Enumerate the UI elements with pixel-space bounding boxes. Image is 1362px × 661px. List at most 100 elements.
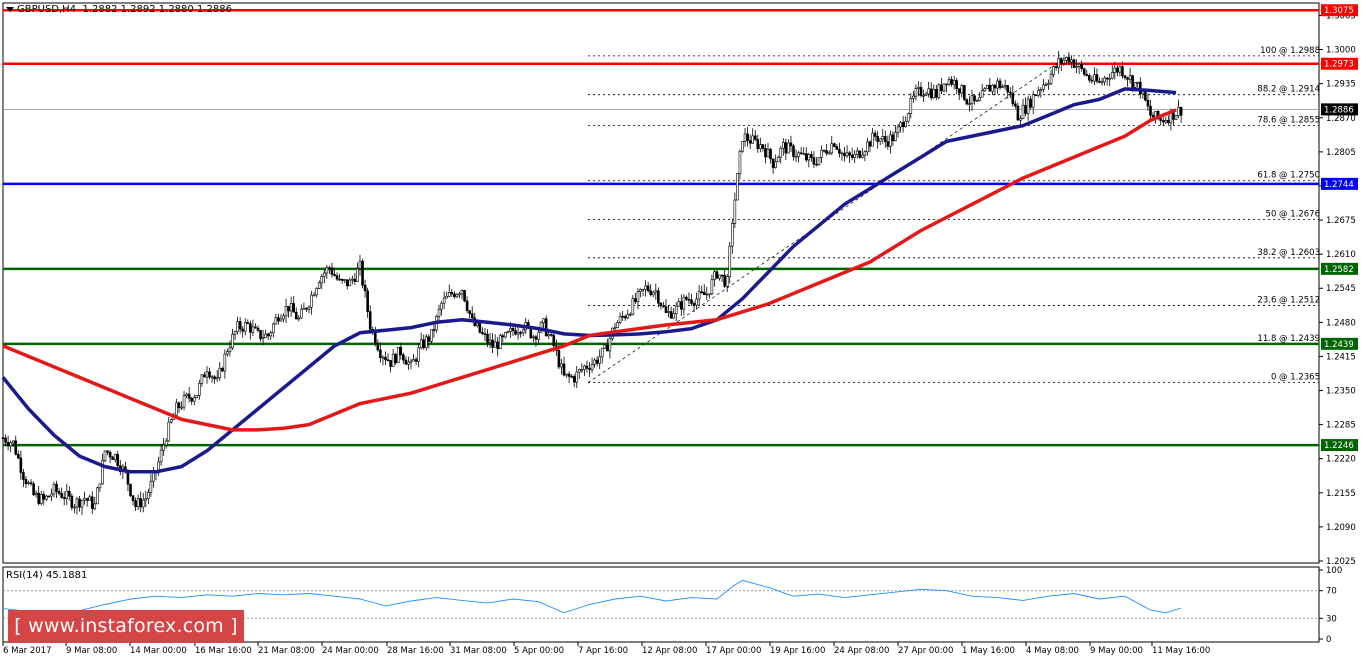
candle-body [547, 334, 551, 337]
collapse-triangle-icon[interactable] [6, 6, 14, 12]
candle-body [322, 272, 326, 277]
candle-body [636, 291, 640, 302]
candle-body [891, 134, 895, 142]
candle-body [723, 274, 726, 287]
candle-body [766, 148, 770, 158]
candle-body [845, 152, 849, 157]
candle-body [442, 297, 446, 304]
candle-body [9, 442, 12, 447]
y-tick-label: 1.2675 [1326, 216, 1356, 226]
candle-body [756, 139, 760, 149]
candle-body [358, 260, 362, 269]
candle-body [1159, 118, 1162, 121]
candle-body [812, 157, 816, 165]
candle-body [427, 336, 431, 342]
candle-body [404, 359, 408, 365]
candle-body [241, 328, 244, 332]
candle-body [302, 307, 306, 310]
candle-body [830, 143, 834, 154]
candle-body [310, 294, 313, 308]
candle-body [544, 318, 548, 337]
chart-header: GBPUSD,H4 1.2882 1.2892 1.2880 1.2886 [6, 4, 232, 15]
candle-body [787, 142, 790, 154]
candle-body [159, 449, 163, 463]
candle-body [855, 150, 859, 155]
candle-body [351, 278, 354, 281]
x-tick-label: 14 Mar 00:00 [130, 646, 187, 656]
candle-body [264, 333, 267, 338]
candle-body [424, 336, 428, 348]
candle-body [394, 353, 398, 364]
candle-body [942, 83, 946, 92]
candle-body [47, 495, 51, 498]
candle-body [1161, 120, 1165, 123]
candle-body [144, 498, 148, 501]
level-price-label: 1.2582 [1324, 265, 1354, 275]
candle-body [991, 84, 994, 92]
candle-body [978, 96, 981, 101]
candle-body [45, 495, 48, 500]
candle-body [866, 141, 869, 153]
candle-body [65, 490, 69, 499]
candle-body [447, 292, 451, 297]
candle-body [646, 285, 650, 292]
candle-body [600, 347, 604, 358]
candle-body [565, 373, 568, 376]
candle-body [878, 138, 882, 142]
candle-body [218, 367, 222, 378]
candle-body [271, 323, 275, 334]
candle-body [506, 331, 510, 333]
rsi-tick-label: 100 [1326, 566, 1342, 576]
candle-body [697, 291, 701, 300]
candle-body [957, 88, 961, 94]
candle-body [985, 84, 989, 89]
candle-body [708, 293, 711, 296]
candle-body [955, 80, 959, 90]
candle-body [720, 274, 724, 277]
candle-body [1105, 77, 1109, 80]
candle-body [1093, 74, 1096, 82]
candle-body [608, 338, 612, 352]
candle-body [934, 89, 938, 98]
candle-body [577, 369, 581, 373]
candle-body [677, 301, 681, 307]
candle-body [998, 80, 1002, 88]
candle-body [807, 154, 811, 161]
candle-body [649, 290, 653, 296]
candle-body [1110, 72, 1114, 79]
candle-body [78, 498, 81, 508]
candle-body [664, 306, 668, 313]
candle-body [75, 498, 79, 508]
candle-body [101, 459, 104, 485]
candle-body [180, 406, 183, 409]
candle-body [751, 135, 755, 144]
candle-body [993, 84, 997, 89]
y-tick-label: 1.2155 [1326, 489, 1356, 499]
candle-body [759, 144, 762, 149]
candle-body [475, 323, 479, 326]
x-tick-label: 4 May 08:00 [1026, 646, 1079, 656]
candle-body [437, 308, 441, 317]
candle-body [917, 86, 920, 89]
candle-body [567, 373, 571, 377]
x-tick-label: 17 Apr 00:00 [706, 646, 761, 656]
candle-body [858, 150, 862, 158]
candle-body [909, 97, 913, 114]
candle-body [639, 289, 642, 292]
candle-body [838, 149, 841, 154]
candle-body [496, 341, 500, 349]
candle-body [190, 397, 193, 402]
candle-body [391, 353, 395, 367]
candle-body [228, 347, 232, 352]
candle-body [292, 303, 296, 313]
candle-body [42, 494, 46, 500]
candle-body [254, 326, 257, 329]
candle-body [422, 339, 426, 348]
candle-body [330, 267, 334, 275]
candle-body [945, 83, 948, 86]
candle-body [1095, 74, 1099, 82]
candle-body [251, 326, 255, 333]
candle-body [200, 374, 204, 384]
x-tick-label: 21 Mar 08:00 [258, 646, 315, 656]
candle-body [1021, 104, 1025, 119]
